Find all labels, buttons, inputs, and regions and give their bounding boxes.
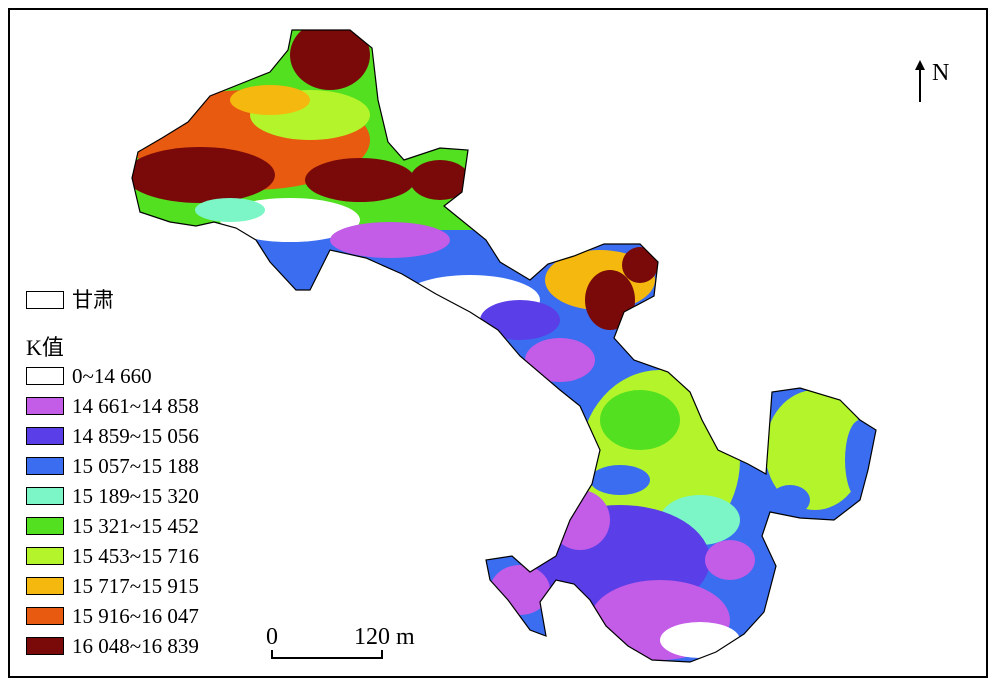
legend-class-row: 15 057~15 188	[26, 454, 199, 478]
legend-title: K值	[26, 335, 64, 360]
legend-class-swatch	[26, 397, 64, 415]
scale-start-label: 0	[266, 624, 278, 650]
legend-class-row: 15 916~16 047	[26, 604, 199, 628]
k-value-raster	[132, 30, 876, 662]
legend-class-row: 0~14 660	[26, 364, 152, 388]
legend-class-swatch	[26, 427, 64, 445]
north-arrow-icon	[915, 60, 925, 102]
legend-class-swatch	[26, 607, 64, 625]
legend-class-label: 15 057~15 188	[72, 454, 199, 478]
scale-end-label: 120 m	[354, 624, 415, 650]
legend-class-swatch	[26, 367, 64, 385]
legend-class-swatch	[26, 457, 64, 475]
legend-class-swatch	[26, 547, 64, 565]
map-frame	[8, 8, 988, 678]
legend-class-label: 0~14 660	[72, 364, 152, 388]
legend-class-swatch	[26, 487, 64, 505]
legend-class-label: 16 048~16 839	[72, 634, 199, 658]
legend-class-row: 14 661~14 858	[26, 394, 199, 418]
legend-class-row: 15 453~15 716	[26, 544, 199, 568]
legend-class-label: 15 916~16 047	[72, 604, 199, 628]
legend-class-label: 14 661~14 858	[72, 394, 199, 418]
region-label: 甘肃	[72, 288, 114, 312]
legend-class-row: 16 048~16 839	[26, 634, 199, 658]
legend-class-label: 15 189~15 320	[72, 484, 199, 508]
legend-class-label: 14 859~15 056	[72, 424, 199, 448]
legend-class-label: 15 717~15 915	[72, 574, 199, 598]
legend-class-label: 15 321~15 452	[72, 514, 199, 538]
legend-class-row: 15 321~15 452	[26, 514, 199, 538]
region-swatch	[26, 291, 64, 309]
legend-class-swatch	[26, 577, 64, 595]
legend-class-swatch	[26, 637, 64, 655]
legend-class-row: 15 189~15 320	[26, 484, 199, 508]
legend-region-row: 甘肃	[26, 288, 114, 312]
north-label: N	[932, 60, 950, 86]
scale-bar	[271, 650, 383, 659]
legend-class-row: 15 717~15 915	[26, 574, 199, 598]
legend-class-row: 14 859~15 056	[26, 424, 199, 448]
legend-class-swatch	[26, 517, 64, 535]
legend-class-label: 15 453~15 716	[72, 544, 199, 568]
